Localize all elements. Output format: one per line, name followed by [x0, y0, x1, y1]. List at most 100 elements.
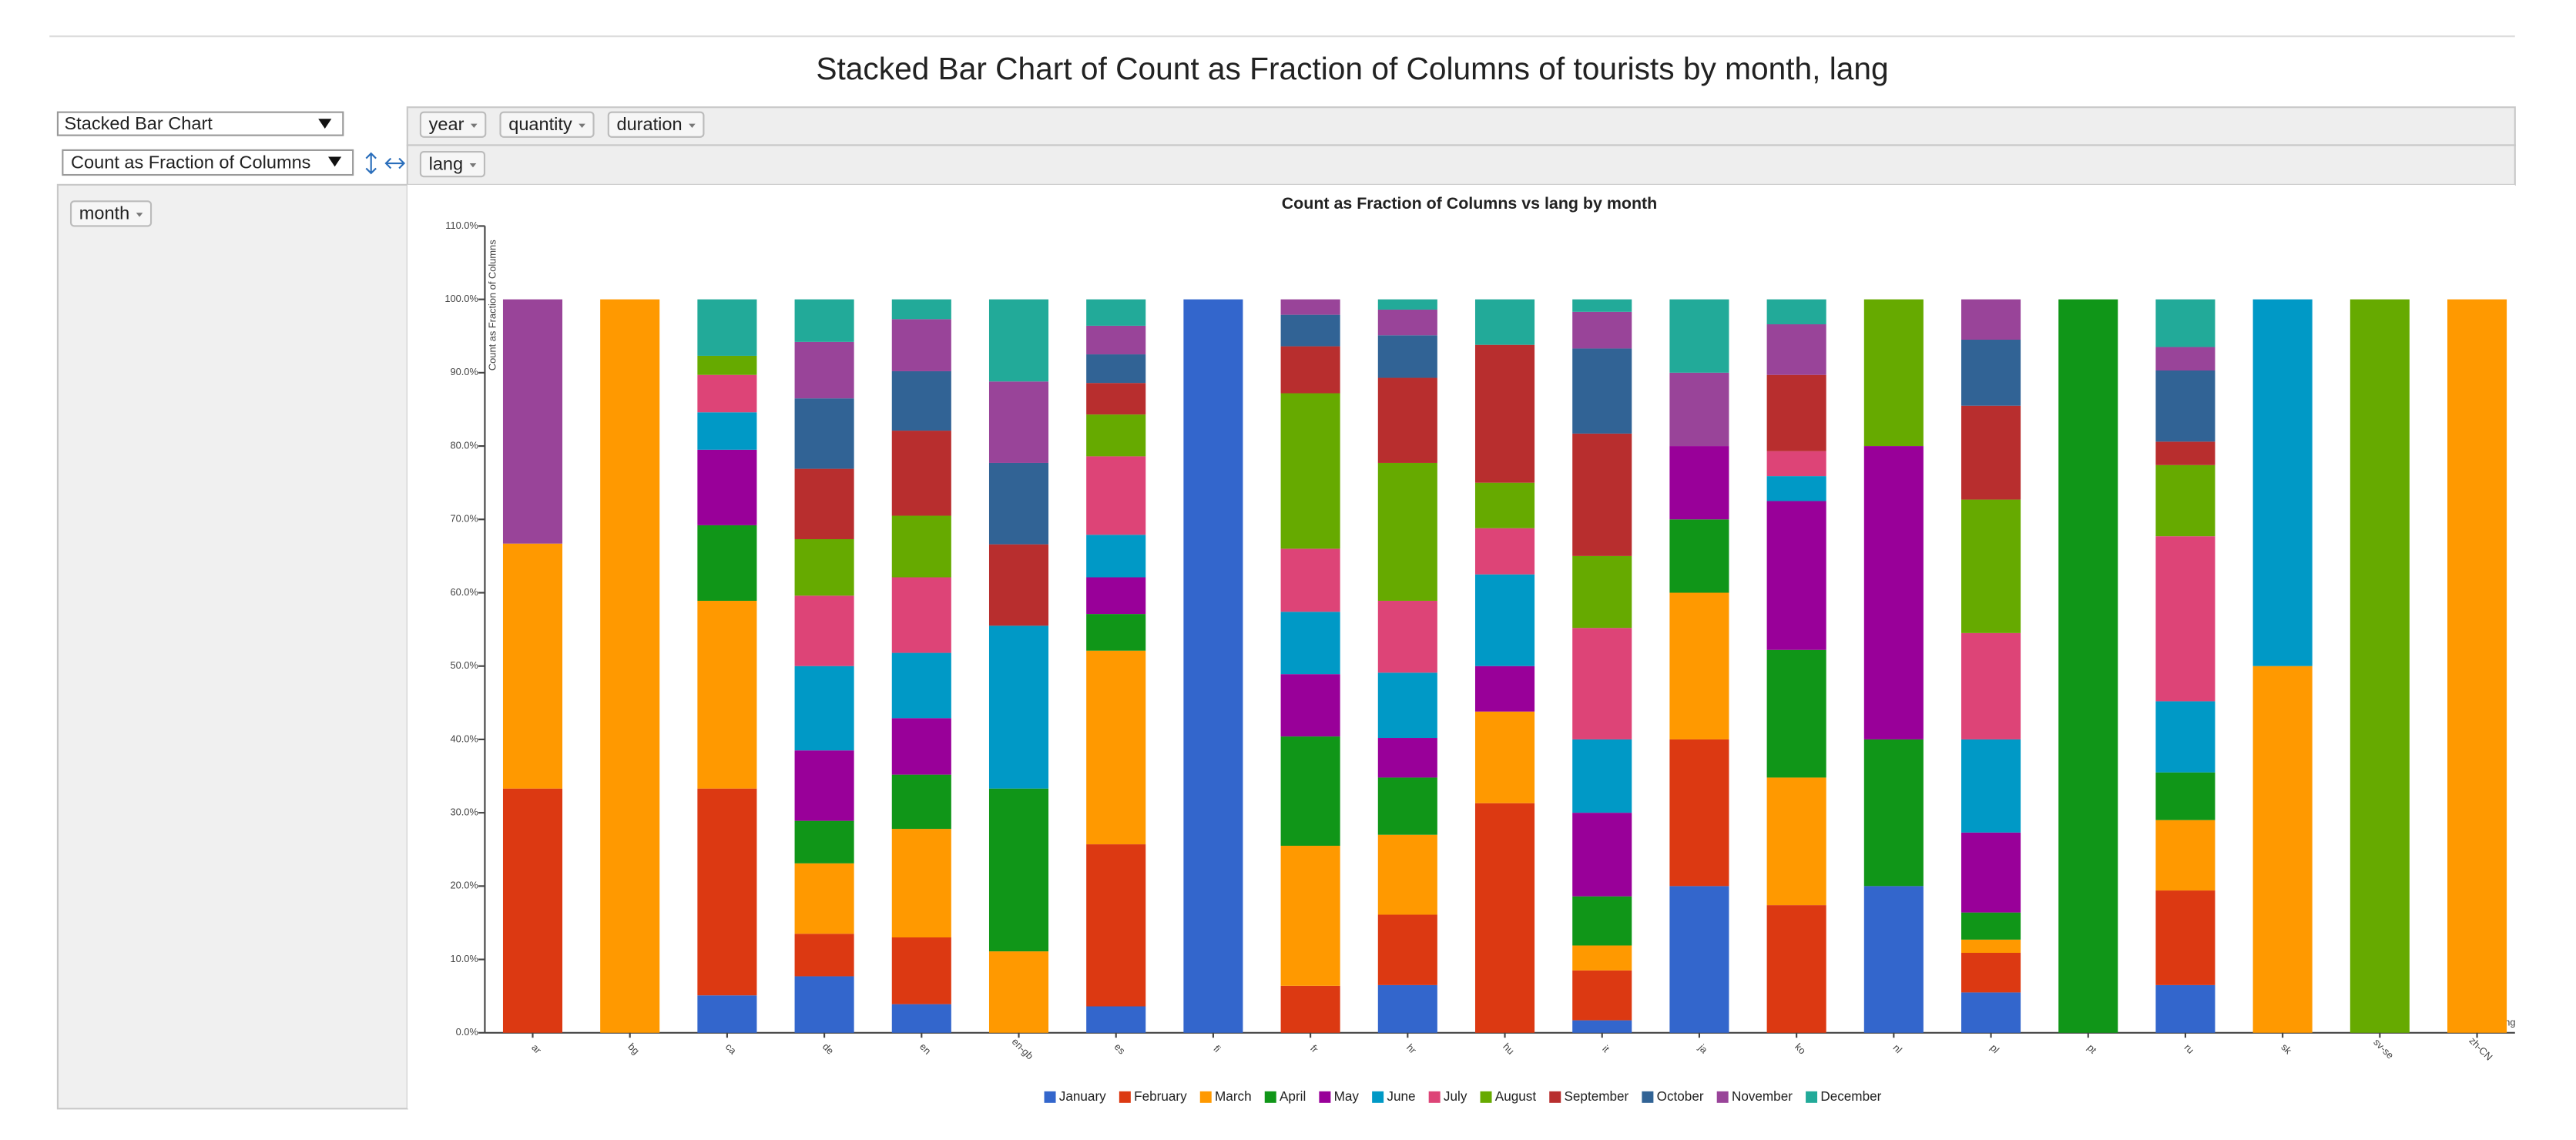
bar-segment	[891, 1004, 951, 1033]
bar-segment	[794, 863, 854, 934]
bar-segment	[1377, 834, 1437, 915]
bar-segment	[1474, 803, 1535, 1033]
bar-segment	[1086, 577, 1146, 615]
bar-segment	[1961, 912, 2021, 940]
field-chip[interactable]	[69, 200, 153, 227]
bar-segment	[1766, 777, 1826, 906]
y-tick-label: 90.0%	[450, 366, 478, 377]
bar-segment	[1572, 311, 1632, 349]
bar-segment	[2155, 984, 2215, 1033]
bar-segment	[697, 788, 757, 996]
aggregator-label: Count as Fraction of Columns	[71, 152, 310, 172]
field-chip-label: year	[429, 114, 465, 134]
bar-segment	[988, 788, 1049, 952]
y-tick-label: 0.0%	[456, 1026, 478, 1038]
bar-segment	[2155, 370, 2215, 442]
bar-segment	[794, 299, 854, 342]
bar-segment	[794, 820, 854, 863]
legend-label: May	[1334, 1088, 1360, 1104]
bar-segment	[697, 525, 757, 601]
bar-segment	[891, 370, 951, 431]
bar-segment	[1377, 777, 1437, 835]
bar-segment	[1280, 346, 1340, 394]
row-order-icon[interactable]	[365, 152, 377, 175]
bar-segment	[1280, 314, 1340, 347]
bar-segment	[1474, 528, 1535, 575]
bar-segment	[2155, 890, 2215, 985]
bar-segment	[1086, 414, 1146, 457]
field-chip[interactable]	[419, 150, 486, 178]
bar-segment	[502, 299, 563, 544]
chip-arrow	[136, 213, 143, 217]
bar-segment	[1086, 535, 1146, 578]
bar-segment	[1766, 299, 1826, 325]
bar-segment	[1669, 886, 1729, 1033]
bar-segment	[1863, 739, 1924, 887]
bar-segment	[1377, 309, 1437, 336]
bar-segment	[1474, 666, 1535, 712]
bar-segment	[1572, 970, 1632, 1021]
legend-label: July	[1444, 1088, 1467, 1104]
bar-segment	[1669, 519, 1729, 593]
bar-segment	[1669, 446, 1729, 520]
bar-segment	[891, 319, 951, 371]
bar-segment	[2155, 299, 2215, 347]
bar-segment	[794, 595, 854, 666]
bar-segment	[1961, 952, 2021, 993]
chip-arrow	[469, 163, 477, 168]
field-chip[interactable]	[419, 111, 487, 138]
bar-segment	[1377, 672, 1437, 739]
bar-segment	[1086, 614, 1146, 651]
legend-label: October	[1657, 1088, 1704, 1104]
legend-swatch	[1428, 1091, 1441, 1103]
bar-segment	[1766, 905, 1826, 1033]
bar-segment	[1377, 335, 1437, 378]
bar-segment	[1572, 628, 1632, 739]
legend-label: September	[1565, 1088, 1629, 1104]
bar-segment	[794, 750, 854, 821]
bar-segment	[1961, 739, 2021, 833]
bar-segment	[1280, 548, 1340, 612]
bar-segment	[2252, 299, 2313, 666]
legend-label: November	[1732, 1088, 1793, 1104]
field-chip-label: month	[79, 203, 129, 223]
bar-segment	[891, 774, 951, 830]
y-tick-label: 100.0%	[444, 293, 478, 304]
col-order-icon[interactable]	[384, 157, 406, 169]
aggregator-select[interactable]	[62, 149, 354, 176]
bar-segment	[1086, 650, 1146, 845]
bar-segment	[1377, 914, 1437, 985]
bar-segment	[697, 412, 757, 450]
bar-segment	[1961, 992, 2021, 1033]
renderer-label: Stacked Bar Chart	[64, 113, 213, 133]
bar-segment	[1183, 299, 1243, 1033]
bar-segment	[1086, 456, 1146, 535]
legend-label: June	[1387, 1088, 1415, 1104]
field-chip-label: quantity	[508, 114, 572, 134]
row-panel	[56, 183, 408, 1110]
chip-arrow	[579, 123, 585, 128]
field-chip[interactable]	[607, 111, 705, 138]
bar-segment	[1377, 984, 1437, 1033]
bar-segment	[1474, 299, 1535, 345]
bar-segment	[2447, 299, 2507, 1033]
bar-segment	[1377, 462, 1437, 601]
bar-segment	[988, 951, 1049, 1033]
legend-swatch	[1319, 1091, 1331, 1103]
bar-segment	[891, 718, 951, 775]
bar-segment	[1766, 501, 1826, 650]
bar-segment	[1377, 738, 1437, 778]
bar-segment	[1474, 482, 1535, 528]
bar-segment	[2155, 772, 2215, 820]
renderer-select[interactable]	[56, 111, 344, 136]
bar-segment	[697, 299, 757, 356]
dropdown-arrow	[328, 156, 342, 167]
bar-segment	[1961, 832, 2021, 913]
chart-title: Count as Fraction of Columns vs lang by …	[1282, 194, 1657, 213]
bar-segment	[1280, 612, 1340, 675]
bar-segment	[988, 381, 1049, 463]
field-chip[interactable]	[499, 111, 595, 138]
bar-segment	[1572, 896, 1632, 946]
bar-segment	[1669, 372, 1729, 447]
